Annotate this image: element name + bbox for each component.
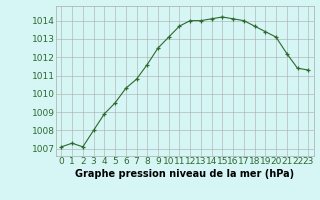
X-axis label: Graphe pression niveau de la mer (hPa): Graphe pression niveau de la mer (hPa) <box>75 169 294 179</box>
